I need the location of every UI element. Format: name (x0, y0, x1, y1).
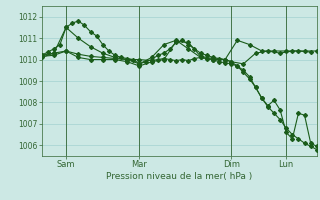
X-axis label: Pression niveau de la mer( hPa ): Pression niveau de la mer( hPa ) (106, 172, 252, 181)
